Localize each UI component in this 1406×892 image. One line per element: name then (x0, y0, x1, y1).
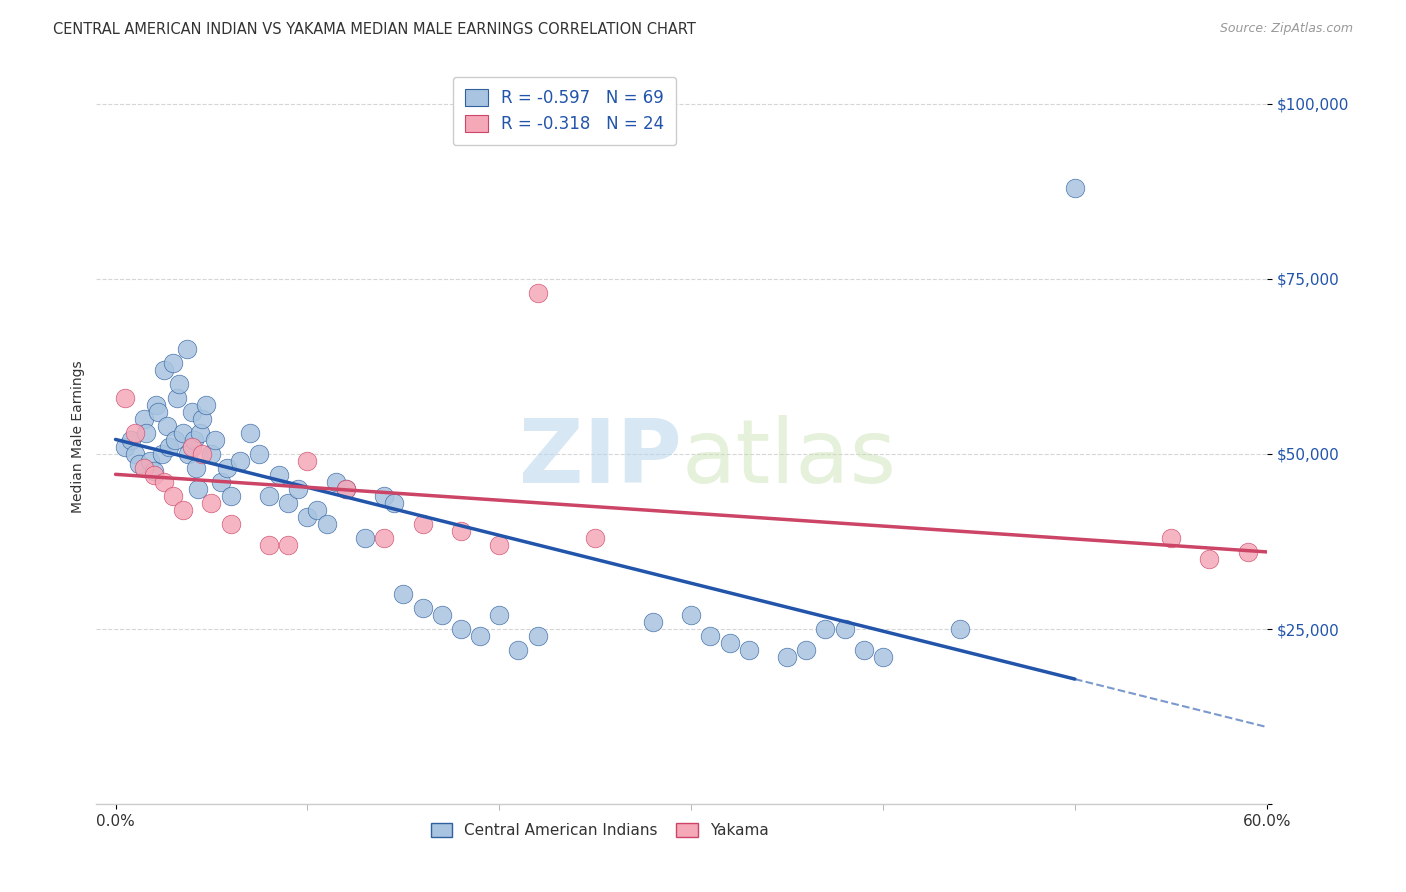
Legend: Central American Indians, Yakama: Central American Indians, Yakama (425, 817, 775, 845)
Text: atlas: atlas (682, 415, 897, 502)
Point (382, 496, 405, 510)
Point (200, 447, 222, 461)
Point (152, 363, 174, 377)
Point (1236, 545, 1258, 559)
Point (718, 636, 741, 650)
Point (1063, 180, 1085, 194)
Point (194, 398, 217, 412)
Point (134, 412, 156, 426)
Point (204, 433, 226, 447)
Point (373, 489, 395, 503)
Point (699, 629, 721, 643)
Point (124, 447, 146, 461)
Point (412, 516, 434, 531)
Point (181, 405, 204, 419)
Point (188, 425, 211, 440)
Point (267, 467, 290, 482)
Point (177, 447, 200, 461)
Point (181, 440, 204, 454)
Point (114, 391, 136, 405)
Point (373, 531, 395, 545)
Point (468, 629, 491, 643)
Point (949, 622, 972, 636)
Point (157, 440, 180, 454)
Point (583, 531, 606, 545)
Point (146, 405, 169, 419)
Point (139, 454, 162, 468)
Point (681, 608, 703, 623)
Point (183, 433, 205, 447)
Point (128, 458, 150, 472)
Point (152, 475, 174, 489)
Point (156, 418, 179, 433)
Point (200, 496, 222, 510)
Point (834, 622, 856, 636)
Point (162, 489, 184, 503)
Point (526, 629, 548, 643)
Point (354, 531, 377, 545)
Point (124, 425, 146, 440)
Point (297, 510, 319, 524)
Point (187, 482, 209, 496)
Point (191, 412, 214, 426)
Point (215, 461, 238, 475)
Point (335, 482, 357, 496)
Point (257, 489, 280, 503)
Point (167, 376, 190, 391)
Point (872, 650, 894, 665)
Point (488, 538, 510, 552)
Point (450, 524, 472, 538)
Point (166, 391, 188, 405)
Point (305, 503, 328, 517)
Point (172, 503, 194, 517)
Point (277, 496, 299, 510)
Point (287, 482, 309, 496)
Point (163, 433, 186, 447)
Point (412, 601, 434, 615)
Point (325, 475, 347, 489)
Point (641, 615, 664, 629)
Point (229, 454, 252, 468)
Point (219, 516, 242, 531)
Point (508, 643, 530, 657)
Text: Source: ZipAtlas.com: Source: ZipAtlas.com (1219, 22, 1353, 36)
Point (776, 650, 799, 665)
Point (257, 538, 280, 552)
Point (172, 425, 194, 440)
Text: CENTRAL AMERICAN INDIAN VS YAKAMA MEDIAN MALE EARNINGS CORRELATION CHART: CENTRAL AMERICAN INDIAN VS YAKAMA MEDIAN… (53, 22, 696, 37)
Point (142, 467, 165, 482)
Point (176, 342, 198, 356)
Point (239, 425, 262, 440)
Point (162, 356, 184, 370)
Point (1160, 531, 1182, 545)
Point (315, 516, 337, 531)
Point (737, 643, 759, 657)
Point (794, 643, 817, 657)
Point (852, 643, 875, 657)
Point (335, 482, 357, 496)
Point (249, 447, 271, 461)
Point (277, 538, 299, 552)
Point (450, 622, 472, 636)
Point (142, 465, 165, 479)
Point (184, 461, 207, 475)
Point (488, 608, 510, 623)
Point (134, 461, 156, 475)
Point (392, 587, 415, 601)
Point (135, 425, 157, 440)
Y-axis label: Median Male Earnings: Median Male Earnings (72, 360, 86, 513)
Point (120, 433, 142, 447)
Point (145, 398, 167, 412)
Point (430, 608, 453, 623)
Point (297, 454, 319, 468)
Point (150, 447, 173, 461)
Point (526, 285, 548, 300)
Point (814, 622, 837, 636)
Point (219, 489, 242, 503)
Text: ZIP: ZIP (519, 415, 682, 502)
Point (209, 475, 232, 489)
Point (114, 440, 136, 454)
Point (1198, 552, 1220, 566)
Point (191, 447, 214, 461)
